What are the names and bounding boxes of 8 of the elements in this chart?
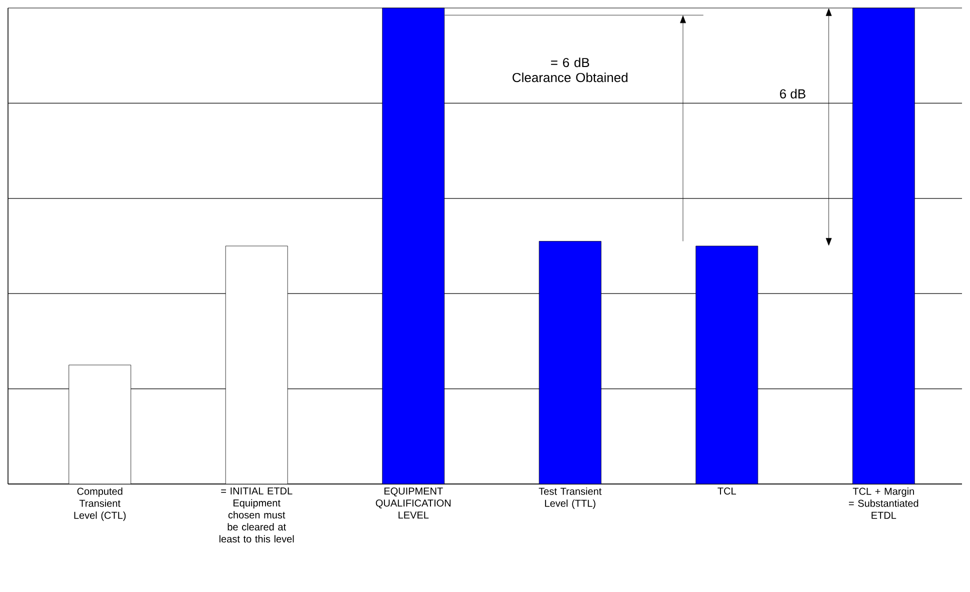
x-tick-label: = INITIAL ETDL Equipment chosen must be cleared at least to this level xyxy=(220,488,294,542)
annotation: 6 dB xyxy=(780,88,806,98)
annotation: = 6 dB Clearance Obtained xyxy=(512,58,628,82)
x-tick-label: EQUIPMENT QUALIFICATION LEVEL xyxy=(376,488,451,518)
x-tick-label: Computed Transient Level (CTL) xyxy=(74,488,126,521)
x-tick-label: TCL + Margin = Substantiated ETDL xyxy=(848,488,918,519)
x-tick-label: TCL xyxy=(718,488,736,495)
x-tick-label: Test Transient Level (TTL) xyxy=(538,488,602,509)
